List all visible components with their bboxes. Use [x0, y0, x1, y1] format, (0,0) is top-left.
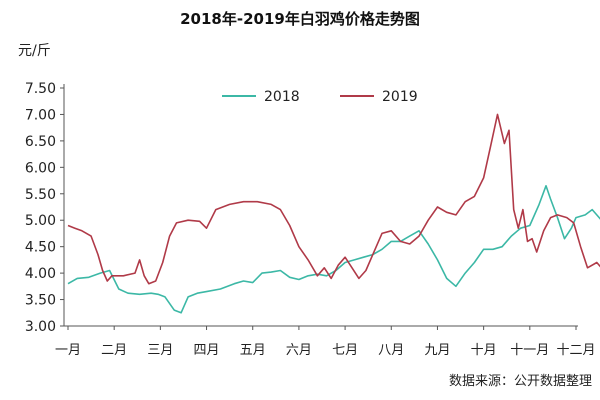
y-tick-label: 5.50 [25, 187, 56, 203]
x-tick-label: 十一月 [510, 343, 549, 358]
x-tick-label: 十月 [471, 343, 497, 358]
y-tick-label: 4.00 [25, 266, 56, 282]
data-source-note: 数据来源：公开数据整理 [448, 374, 592, 389]
series-line-2019 [67, 113, 600, 285]
y-tick-label: 6.00 [25, 160, 56, 176]
x-tick-label: 五月 [240, 343, 266, 358]
x-tick-label: 二月 [101, 343, 127, 358]
x-tick-label: 三月 [147, 343, 173, 358]
x-tick-label: 一月 [55, 343, 81, 358]
series-line-2018 [67, 185, 600, 314]
y-tick-label: 5.00 [25, 213, 56, 229]
legend-label-2019: 2019 [382, 89, 418, 105]
y-tick-label: 3.50 [25, 293, 56, 309]
x-tick-label: 六月 [286, 343, 312, 358]
x-tick-label: 十二月 [556, 343, 595, 358]
x-tick-label: 九月 [424, 343, 450, 358]
x-tick-label: 四月 [194, 343, 220, 358]
y-tick-label: 3.00 [25, 319, 56, 335]
x-tick-label: 八月 [378, 343, 404, 358]
chart-title: 2018年-2019年白羽鸡价格走势图 [180, 10, 420, 28]
y-tick-label: 7.00 [25, 107, 56, 123]
legend-label-2018: 2018 [264, 89, 300, 105]
y-tick-label: 6.50 [25, 134, 56, 150]
y-axis-unit-label: 元/斤 [18, 43, 51, 59]
x-tick-label: 七月 [332, 343, 358, 358]
y-tick-label: 7.50 [25, 81, 56, 97]
y-tick-label: 4.50 [25, 240, 56, 256]
